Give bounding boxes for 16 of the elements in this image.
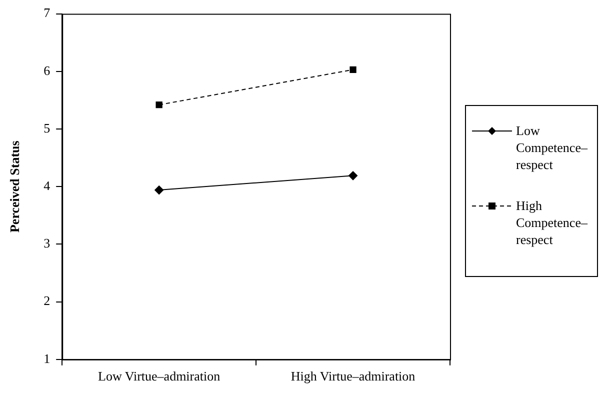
y-tick-label: 5 (44, 120, 50, 136)
y-axis-title: Perceived Status (7, 140, 22, 233)
y-tick-label: 2 (44, 293, 50, 308)
point (348, 171, 358, 180)
y-tick-label: 6 (44, 62, 51, 78)
legend-label: Low Competence–respect (516, 122, 588, 173)
x-tick-label: Low Virtue–admiration (98, 368, 221, 384)
x-tick-label: High Virtue–admiration (290, 368, 416, 384)
y-tick-label: 3 (44, 236, 50, 251)
point (350, 66, 356, 73)
point (154, 186, 164, 195)
y-tick-label: 7 (44, 5, 51, 20)
y-tick-label: 4 (44, 178, 51, 194)
y-tick-label: 1 (44, 350, 50, 366)
point (156, 101, 162, 108)
legend-label: High Competence–respect (516, 197, 588, 248)
